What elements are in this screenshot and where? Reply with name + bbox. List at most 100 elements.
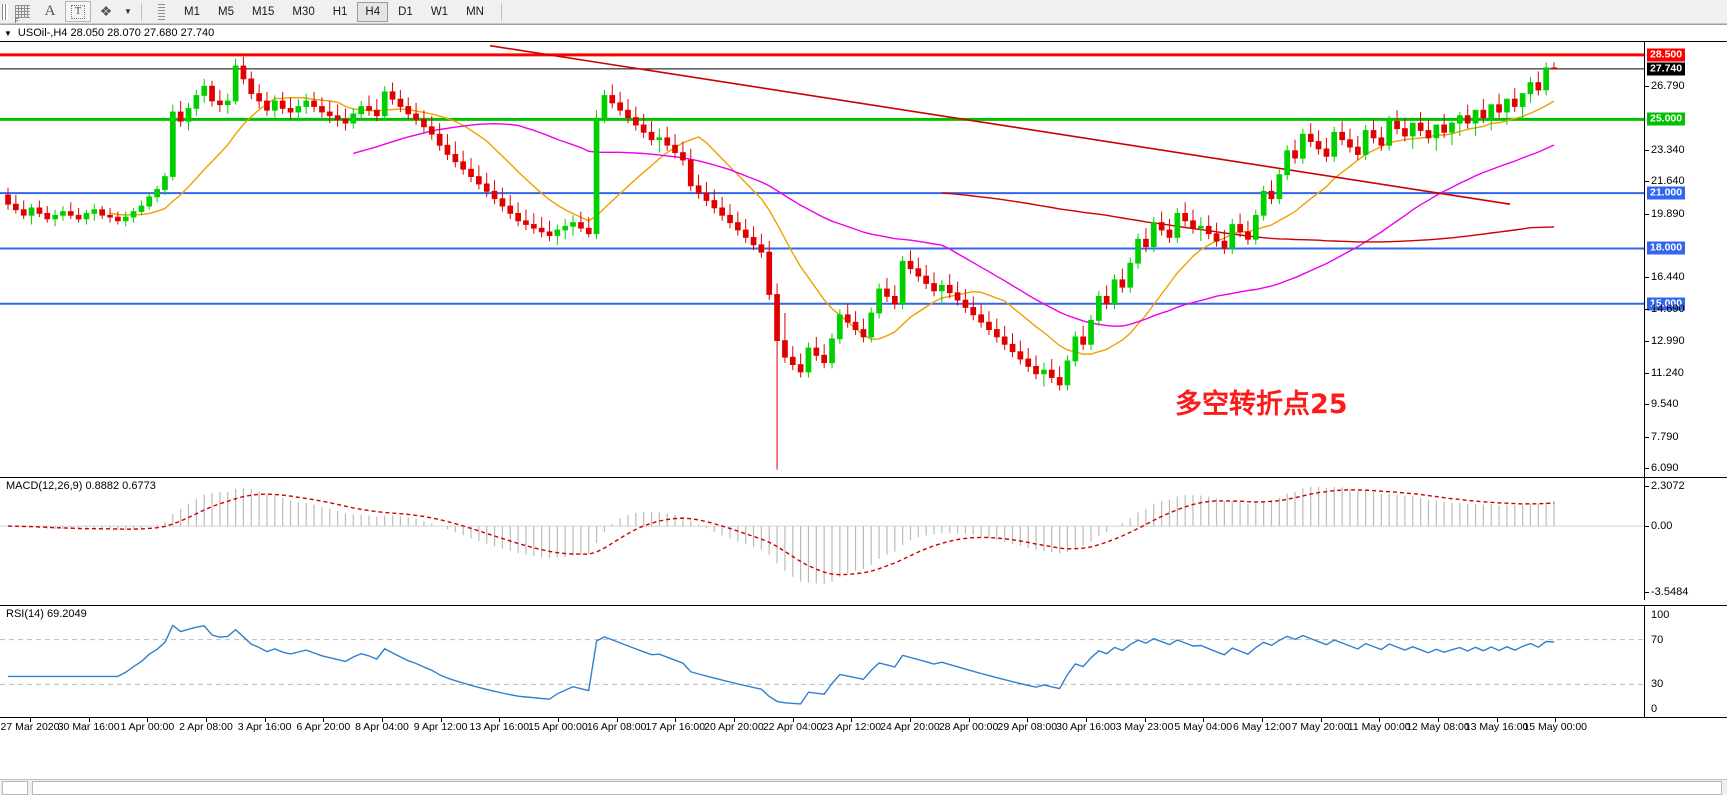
price-axis-tick	[1645, 309, 1649, 311]
price-pane: 28.500 27.740 26.790 25.000 23.340 21.640 21.0…	[0, 41, 1727, 477]
chart-area: ▼ USOil-,H4 28.050 28.070 27.680 27.740 …	[0, 24, 1727, 779]
time-axis-label: 20 Apr 20:00	[704, 721, 764, 733]
timeframe-button-d1[interactable]: D1	[398, 5, 413, 18]
toolbar-divider-right	[500, 2, 502, 21]
price-axis-label: 26.790	[1651, 80, 1685, 93]
price-axis-tick	[1645, 181, 1649, 183]
toolbar-drag-handle[interactable]	[1, 2, 8, 22]
time-axis-label: 3 May 23:00	[1115, 721, 1174, 733]
price-axis-tick	[1645, 150, 1649, 151]
price-axis-label: 6.090	[1651, 461, 1679, 474]
crosshair-f-icon[interactable]	[9, 1, 35, 25]
timeframe-button-mn[interactable]: MN	[466, 5, 484, 18]
macd-scale[interactable]: 2.3072 0.00 -3.5484	[1644, 478, 1727, 600]
time-axis-label: 13 Apr 16:00	[469, 721, 530, 733]
price-axis-label: 21.640	[1651, 175, 1685, 188]
time-axis-tick	[1261, 718, 1263, 722]
time-axis-tick	[851, 718, 853, 722]
price-axis-tick	[1645, 436, 1649, 438]
text-box-icon[interactable]: T	[65, 1, 91, 22]
price-scale[interactable]: 28.500 27.740 26.790 25.000 23.340 21.640 21.0…	[1644, 42, 1727, 477]
time-axis-label: 15 May 00:00	[1523, 721, 1588, 733]
symbol-header: ▼ USOil-,H4 28.050 28.070 27.680 27.740	[0, 25, 1727, 41]
status-bar	[0, 779, 1727, 795]
macd-axis-label: -3.5484	[1651, 586, 1689, 598]
timeframe-button-h4[interactable]: H4	[357, 1, 389, 22]
time-scale[interactable]: 27 Mar 2020 30 Mar 16:00 1 Apr 00:00 2 Apr …	[0, 717, 1727, 735]
rsi-axis-label: 100	[1651, 609, 1670, 621]
chevron-down-icon[interactable]: ▼	[124, 7, 132, 16]
time-axis-label: 29 Apr 08:00	[997, 721, 1058, 733]
macd-axis-label: 0.00	[1651, 520, 1673, 533]
time-axis-label: 17 Apr 16:00	[645, 721, 706, 733]
price-level-tag-27-740[interactable]: 27.740	[1647, 62, 1686, 76]
timeframe-group: M1 M5 M15 M30 H1 H4 D1 W1 MN	[175, 1, 493, 22]
macd-pane: MACD(12,26,9) 0.8882 0.6773 2.3072 0.00 -3…	[0, 477, 1727, 600]
price-axis-label: 9.540	[1651, 398, 1679, 411]
time-axis-tick	[1320, 718, 1322, 722]
time-axis-label: 16 Apr 08:00	[586, 721, 647, 733]
time-axis-tick	[1203, 718, 1205, 722]
price-axis-tick	[1645, 404, 1649, 406]
timeframe-button-w1[interactable]: W1	[430, 5, 449, 18]
macd-axis-label: 2.3072	[1651, 480, 1685, 492]
price-axis-label: 12.990	[1651, 334, 1685, 347]
time-axis-label: 2 Apr 08:00	[179, 721, 233, 733]
rsi-scale[interactable]: 100 70 30 0	[1644, 606, 1727, 718]
price-axis-tick	[1645, 373, 1649, 375]
time-axis-tick	[440, 718, 442, 722]
time-axis-tick	[205, 718, 207, 722]
timeframe-button-m1[interactable]: M1	[184, 5, 200, 18]
time-axis-tick	[1027, 718, 1029, 722]
text-label-icon[interactable]: A	[44, 3, 56, 19]
price-level-tag-15-000[interactable]: 15.000	[1647, 297, 1686, 311]
chart-menu-caret-icon[interactable]: ▼	[4, 28, 12, 38]
time-axis-tick	[1379, 718, 1381, 722]
price-level-tag-21-000[interactable]: 21.000	[1647, 186, 1686, 200]
rsi-label: RSI(14) 69.2049	[6, 608, 87, 620]
price-axis-tick	[1645, 213, 1649, 215]
time-axis-label: 24 Apr 20:00	[880, 721, 940, 733]
chart-annotation-text: 多空转折点25	[1175, 389, 1348, 420]
toolbar-divider	[141, 2, 142, 21]
rsi-axis-label: 30	[1651, 678, 1664, 691]
time-axis-label: 7 May 20:00	[1291, 721, 1350, 733]
timeframe-button-m5[interactable]: M5	[217, 5, 234, 18]
timeframe-button-h1[interactable]: H1	[332, 5, 348, 18]
timeframe-button-m30[interactable]: M30	[292, 5, 315, 18]
time-axis-tick	[968, 718, 970, 722]
price-axis-label: 11.240	[1651, 367, 1684, 380]
price-level-tag-25-000[interactable]: 25.000	[1647, 112, 1686, 126]
time-axis-tick	[733, 718, 735, 722]
price-axis-tick	[1645, 277, 1649, 279]
price-level-tag-18-000[interactable]: 18.000	[1647, 241, 1686, 255]
price-axis-tick	[1645, 467, 1649, 469]
price-level-tag-28-500[interactable]: 28.500	[1647, 48, 1686, 62]
time-axis-label: 23 Apr 12:00	[821, 721, 882, 733]
time-axis-tick	[792, 718, 794, 722]
macd-plot[interactable]	[0, 478, 1644, 600]
time-axis-tick	[499, 718, 501, 722]
symbol-ohlc-label: USOil-,H4 28.050 28.070 27.680 27.740	[17, 27, 215, 39]
time-axis-tick	[616, 718, 618, 722]
rsi-plot[interactable]	[0, 606, 1644, 718]
objects-icon[interactable]: ❖	[99, 3, 113, 19]
time-axis-tick	[1085, 718, 1087, 722]
time-axis-label: 27 Mar 2020	[0, 721, 60, 733]
main-toolbar: A T ❖ ▼ M1 M5 M15 M30 H1 H4 D1 W1 MN	[0, 0, 1727, 25]
price-axis-label: 19.890	[1651, 207, 1685, 220]
macd-axis-tick	[1645, 592, 1649, 593]
time-axis-label: 5 May 04:00	[1174, 721, 1233, 733]
time-axis-label: 1 Apr 00:00	[120, 721, 175, 733]
period-ruler-icon[interactable]	[148, 1, 174, 22]
price-plot[interactable]	[0, 42, 1644, 477]
status-cell-left	[2, 780, 28, 795]
time-axis-label: 3 Apr 16:00	[237, 721, 292, 733]
timeframe-button-m15[interactable]: M15	[251, 5, 275, 18]
price-axis-tick	[1645, 340, 1649, 342]
time-axis-label: 9 Apr 12:00	[413, 721, 468, 733]
time-axis-label: 15 Apr 00:00	[528, 721, 588, 733]
time-axis-tick	[557, 718, 559, 722]
time-axis-tick	[381, 718, 383, 722]
